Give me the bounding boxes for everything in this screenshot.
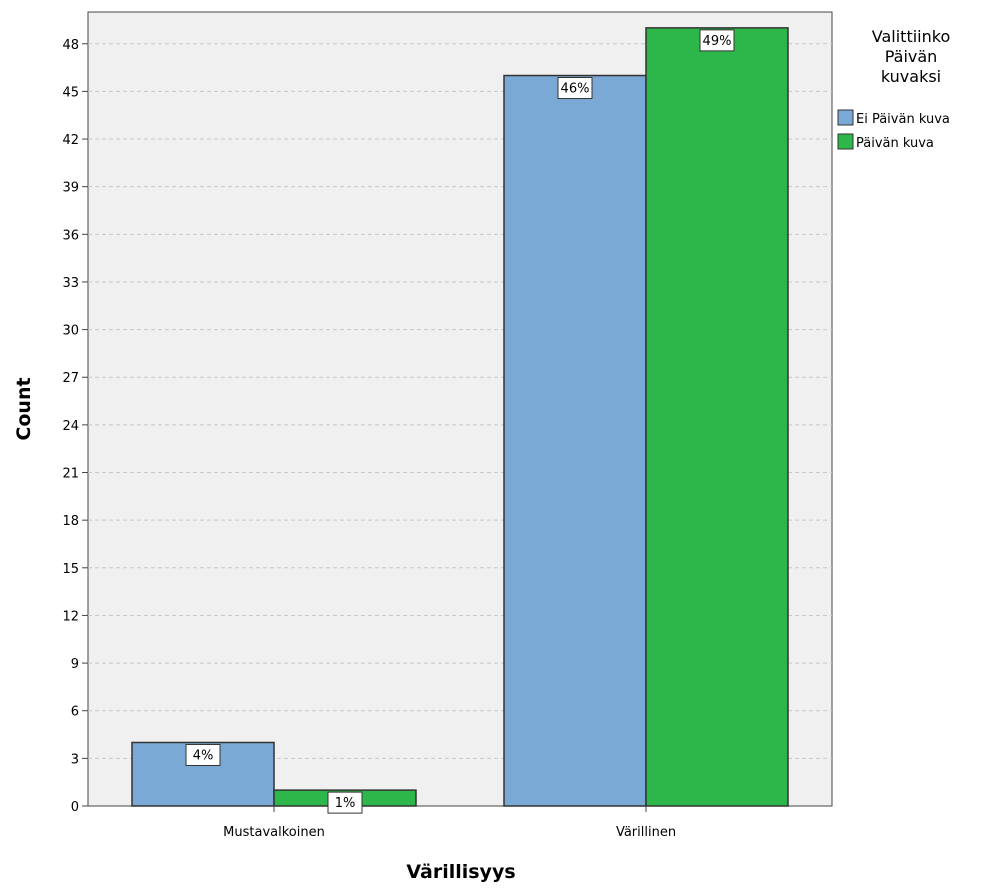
y-tick-label: 39 (62, 181, 79, 196)
y-tick-label: 48 (62, 38, 79, 53)
y-tick-label: 12 (62, 609, 79, 624)
y-tick-label: 0 (71, 800, 79, 815)
y-tick-label: 42 (62, 133, 79, 148)
data-label-box (557, 77, 593, 100)
y-tick-label: 3 (71, 752, 79, 767)
y-tick-label: 45 (62, 85, 79, 100)
axes: 036912151821242730333639424548Mustavalko… (62, 38, 676, 840)
x-tick-label: Mustavalkoinen (223, 825, 325, 840)
data-labels: 4% 1% 46% 49% (185, 29, 735, 814)
data-label: 49% (703, 34, 732, 49)
y-tick-label: 36 (62, 228, 79, 243)
x-axis-title: Värillisyys (406, 861, 515, 883)
data-label: 46% (561, 82, 590, 97)
legend-title-line-3: kuvaksi (881, 67, 941, 86)
data-label: 4% (193, 748, 214, 763)
y-tick-label: 9 (71, 657, 79, 672)
x-tick-label: Värillinen (616, 825, 676, 840)
legend-label: Ei Päivän kuva (856, 112, 950, 127)
y-tick-label: 27 (62, 371, 79, 386)
data-label-box (699, 29, 735, 52)
y-axis-title: Count (13, 377, 35, 440)
legend-swatch (837, 109, 854, 126)
data-label-box (185, 743, 221, 766)
legend-title-line-2: Päivän (885, 47, 938, 66)
y-tick-label: 18 (62, 514, 79, 529)
legend-swatch (837, 133, 854, 150)
bar (645, 27, 789, 807)
legend-title-line-1: Valittiinko (872, 27, 950, 46)
y-tick-label: 24 (62, 419, 79, 434)
y-tick-label: 6 (71, 705, 79, 720)
legend: Valittiinko Päivän kuvaksi Ei Päivän kuv… (837, 27, 950, 151)
bar (503, 74, 647, 807)
bars (131, 27, 789, 807)
data-label-box (327, 791, 363, 814)
y-tick-label: 21 (62, 467, 79, 482)
data-label: 1% (335, 796, 356, 811)
y-tick-label: 30 (62, 324, 79, 339)
y-tick-label: 33 (62, 276, 79, 291)
y-tick-label: 15 (62, 562, 79, 577)
legend-label: Päivän kuva (856, 136, 934, 151)
